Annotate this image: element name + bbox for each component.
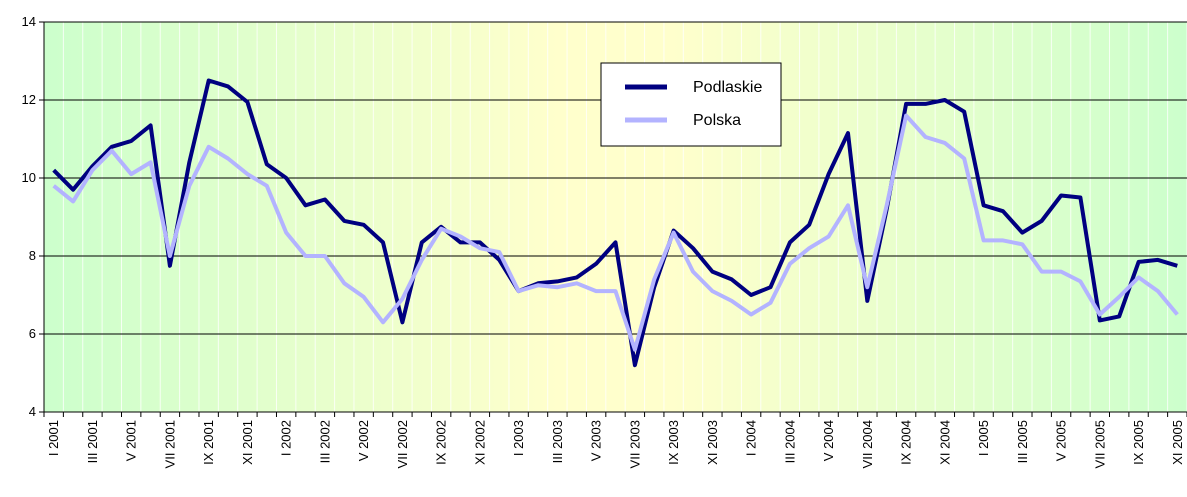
x-tick-label: XI 2005	[1170, 420, 1185, 465]
x-tick-label: IX 2005	[1131, 420, 1146, 465]
x-tick-label: XI 2004	[937, 420, 952, 465]
legend-label: Polska	[693, 112, 741, 129]
series-line	[52, 113, 1179, 352]
x-tick-label: I 2001	[46, 420, 61, 456]
x-tick-label: V 2001	[124, 420, 139, 461]
x-tick-label: IX 2002	[434, 420, 449, 465]
x-tick-label: I 2002	[279, 420, 294, 456]
x-tick-label: III 2004	[782, 420, 797, 463]
x-tick-label: III 2002	[317, 420, 332, 463]
x-tick-label: V 2004	[821, 420, 836, 461]
x-tick-label: IX 2001	[201, 420, 216, 465]
x-tick-label: V 2005	[1054, 420, 1069, 461]
x-tick-label: XI 2001	[240, 420, 255, 465]
y-tick-label: 12	[22, 92, 36, 107]
lines	[52, 78, 1179, 368]
x-tick-label: XI 2003	[705, 420, 720, 465]
x-tick-label: VII 2005	[1092, 420, 1107, 468]
y-tick-label: 14	[22, 14, 36, 29]
x-tick-label: XI 2002	[472, 420, 487, 465]
x-tick-label: I 2005	[976, 420, 991, 456]
x-tick-label: III 2001	[85, 420, 100, 463]
x-tick-label: III 2005	[1015, 420, 1030, 463]
x-tick-label: VII 2001	[162, 420, 177, 468]
grid	[39, 21, 1187, 417]
legend-label: Podlaskie	[693, 79, 762, 96]
y-tick-label: 6	[29, 326, 36, 341]
legend: Podlaskie Polska	[600, 62, 782, 147]
x-tick-label: V 2003	[589, 420, 604, 461]
x-tick-label: VII 2003	[627, 420, 642, 468]
x-tick-label: IX 2004	[899, 420, 914, 465]
y-tick-label: 8	[29, 248, 36, 263]
x-tick-label: IX 2003	[666, 420, 681, 465]
x-tick-label: VII 2004	[860, 420, 875, 468]
y-tick-label: 4	[29, 404, 36, 419]
x-tick-label: I 2004	[744, 420, 759, 456]
x-tick-label: V 2002	[356, 420, 371, 461]
labels: 4 6 8 10 12 14 I 2001 III 2001 V 2001 VII 2001 IX …	[22, 14, 1185, 468]
series-line	[52, 78, 1178, 368]
x-tick-label: I 2003	[511, 420, 526, 456]
y-tick-label: 10	[22, 170, 36, 185]
x-tick-label: VII 2002	[395, 420, 410, 468]
x-tick-label: III 2003	[550, 420, 565, 463]
legend-box	[600, 62, 782, 147]
